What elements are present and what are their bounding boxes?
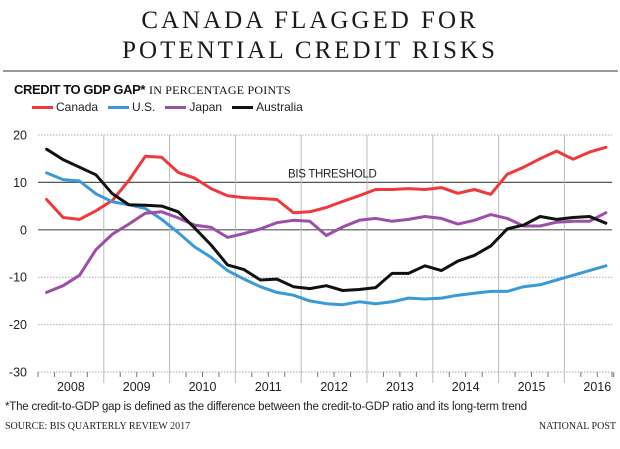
legend-label-us: U.S. bbox=[132, 100, 156, 114]
subtitle-main: CREDIT TO GDP GAP* bbox=[14, 82, 146, 97]
publisher-credit: NATIONAL POST bbox=[538, 421, 616, 432]
y-tick-label: 20 bbox=[13, 129, 27, 143]
legend-item-japan: Japan bbox=[165, 100, 222, 114]
bis-threshold-annotation: BIS THRESHOLD bbox=[288, 168, 377, 180]
series-line-australia bbox=[45, 147, 608, 292]
series-line-us bbox=[45, 171, 608, 307]
grid bbox=[38, 134, 612, 383]
x-tick-label: 2008 bbox=[57, 380, 85, 394]
legend-swatch-us bbox=[108, 105, 130, 109]
legend-item-canada: Canada bbox=[32, 100, 98, 114]
x-tick-label: 2010 bbox=[189, 380, 217, 394]
legend-swatch-japan bbox=[165, 105, 187, 109]
y-tick-label: -30 bbox=[9, 366, 27, 380]
chart-subtitle: CREDIT TO GDP GAP* IN PERCENTAGE POINTS bbox=[14, 82, 291, 98]
legend-label-australia: Australia bbox=[256, 100, 303, 114]
legend-swatch-australia bbox=[232, 105, 254, 109]
x-tick-label: 2009 bbox=[123, 380, 151, 394]
chart-title-line1: CANADA FLAGGED FOR bbox=[141, 7, 479, 34]
y-tick-label: 10 bbox=[13, 176, 27, 190]
y-tick-label: -10 bbox=[9, 271, 27, 285]
x-axis: 2008 2009 2010 2011 2012 2013 2014 2015 2016 bbox=[37, 372, 615, 394]
series-line-japan bbox=[45, 210, 608, 294]
y-tick-label: -20 bbox=[9, 318, 27, 332]
y-tick-label: 0 bbox=[20, 223, 27, 237]
x-tick-label: 2015 bbox=[518, 380, 546, 394]
x-tick-label: 2014 bbox=[452, 380, 480, 394]
legend: Canada U.S. Japan Australia bbox=[32, 100, 303, 114]
footnote: *The credit-to-GDP gap is defined as the… bbox=[5, 401, 527, 413]
chart-title-line2: POTENTIAL CREDIT RISKS bbox=[122, 37, 498, 64]
legend-item-us: U.S. bbox=[108, 100, 155, 114]
title-divider bbox=[3, 70, 618, 72]
x-tick-label: 2012 bbox=[320, 380, 348, 394]
x-tick-label: 2011 bbox=[255, 380, 282, 394]
x-tick-label: 2016 bbox=[583, 380, 611, 394]
y-axis: 20 10 0 -10 -20 -30 bbox=[9, 129, 27, 380]
legend-item-australia: Australia bbox=[232, 100, 303, 114]
legend-label-canada: Canada bbox=[56, 100, 99, 114]
legend-label-japan: Japan bbox=[189, 100, 223, 114]
series-line-canada bbox=[45, 145, 608, 221]
subtitle-unit: IN PERCENTAGE POINTS bbox=[149, 83, 291, 97]
series-lines bbox=[45, 145, 608, 307]
source-note: SOURCE: BIS QUARTERLY REVIEW 2017 bbox=[5, 421, 191, 432]
x-tick-label: 2013 bbox=[386, 380, 414, 394]
legend-swatch-canada bbox=[32, 105, 53, 109]
